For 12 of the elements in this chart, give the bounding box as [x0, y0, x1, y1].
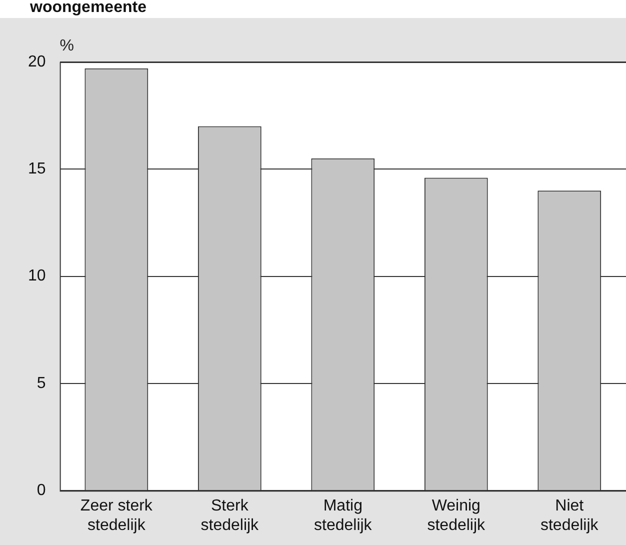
x-tick-label: Zeer sterk stedelijk	[80, 498, 154, 534]
y-tick-label: 15	[28, 160, 46, 178]
x-tick-label: Matig stedelijk	[314, 498, 373, 534]
x-tick-label: Niet stedelijk	[540, 498, 600, 534]
y-tick-label: 20	[28, 53, 46, 70]
y-axis-title: %	[60, 37, 74, 54]
chart-title: woongemeente	[29, 0, 148, 18]
y-tick-label: 10	[28, 268, 46, 285]
y-tick-label: 5	[36, 374, 46, 392]
y-tick-label: 0	[36, 482, 46, 500]
x-tick-label: Weinig stedelijk	[427, 498, 486, 534]
x-tick-label: Sterk stedelijk	[200, 498, 260, 534]
